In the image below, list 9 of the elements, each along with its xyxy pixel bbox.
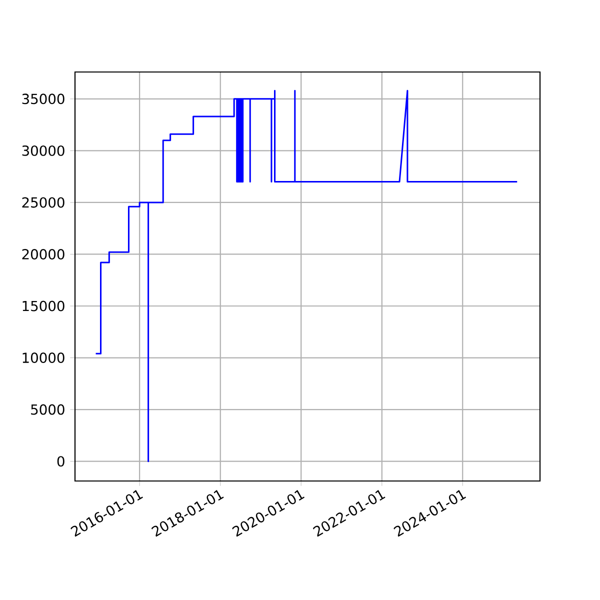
y-tick-label: 15000 <box>22 300 64 312</box>
y-tick-label: 20000 <box>22 248 64 260</box>
y-tick-label: 25000 <box>22 197 64 208</box>
y-tick-label: 30000 <box>22 145 64 156</box>
y-tick-label: 5000 <box>31 404 64 415</box>
y-tick-label: 10000 <box>22 352 64 364</box>
y-tick-label: 0 <box>57 456 64 467</box>
line-series <box>95 90 518 462</box>
y-tick-label: 35000 <box>22 94 64 104</box>
